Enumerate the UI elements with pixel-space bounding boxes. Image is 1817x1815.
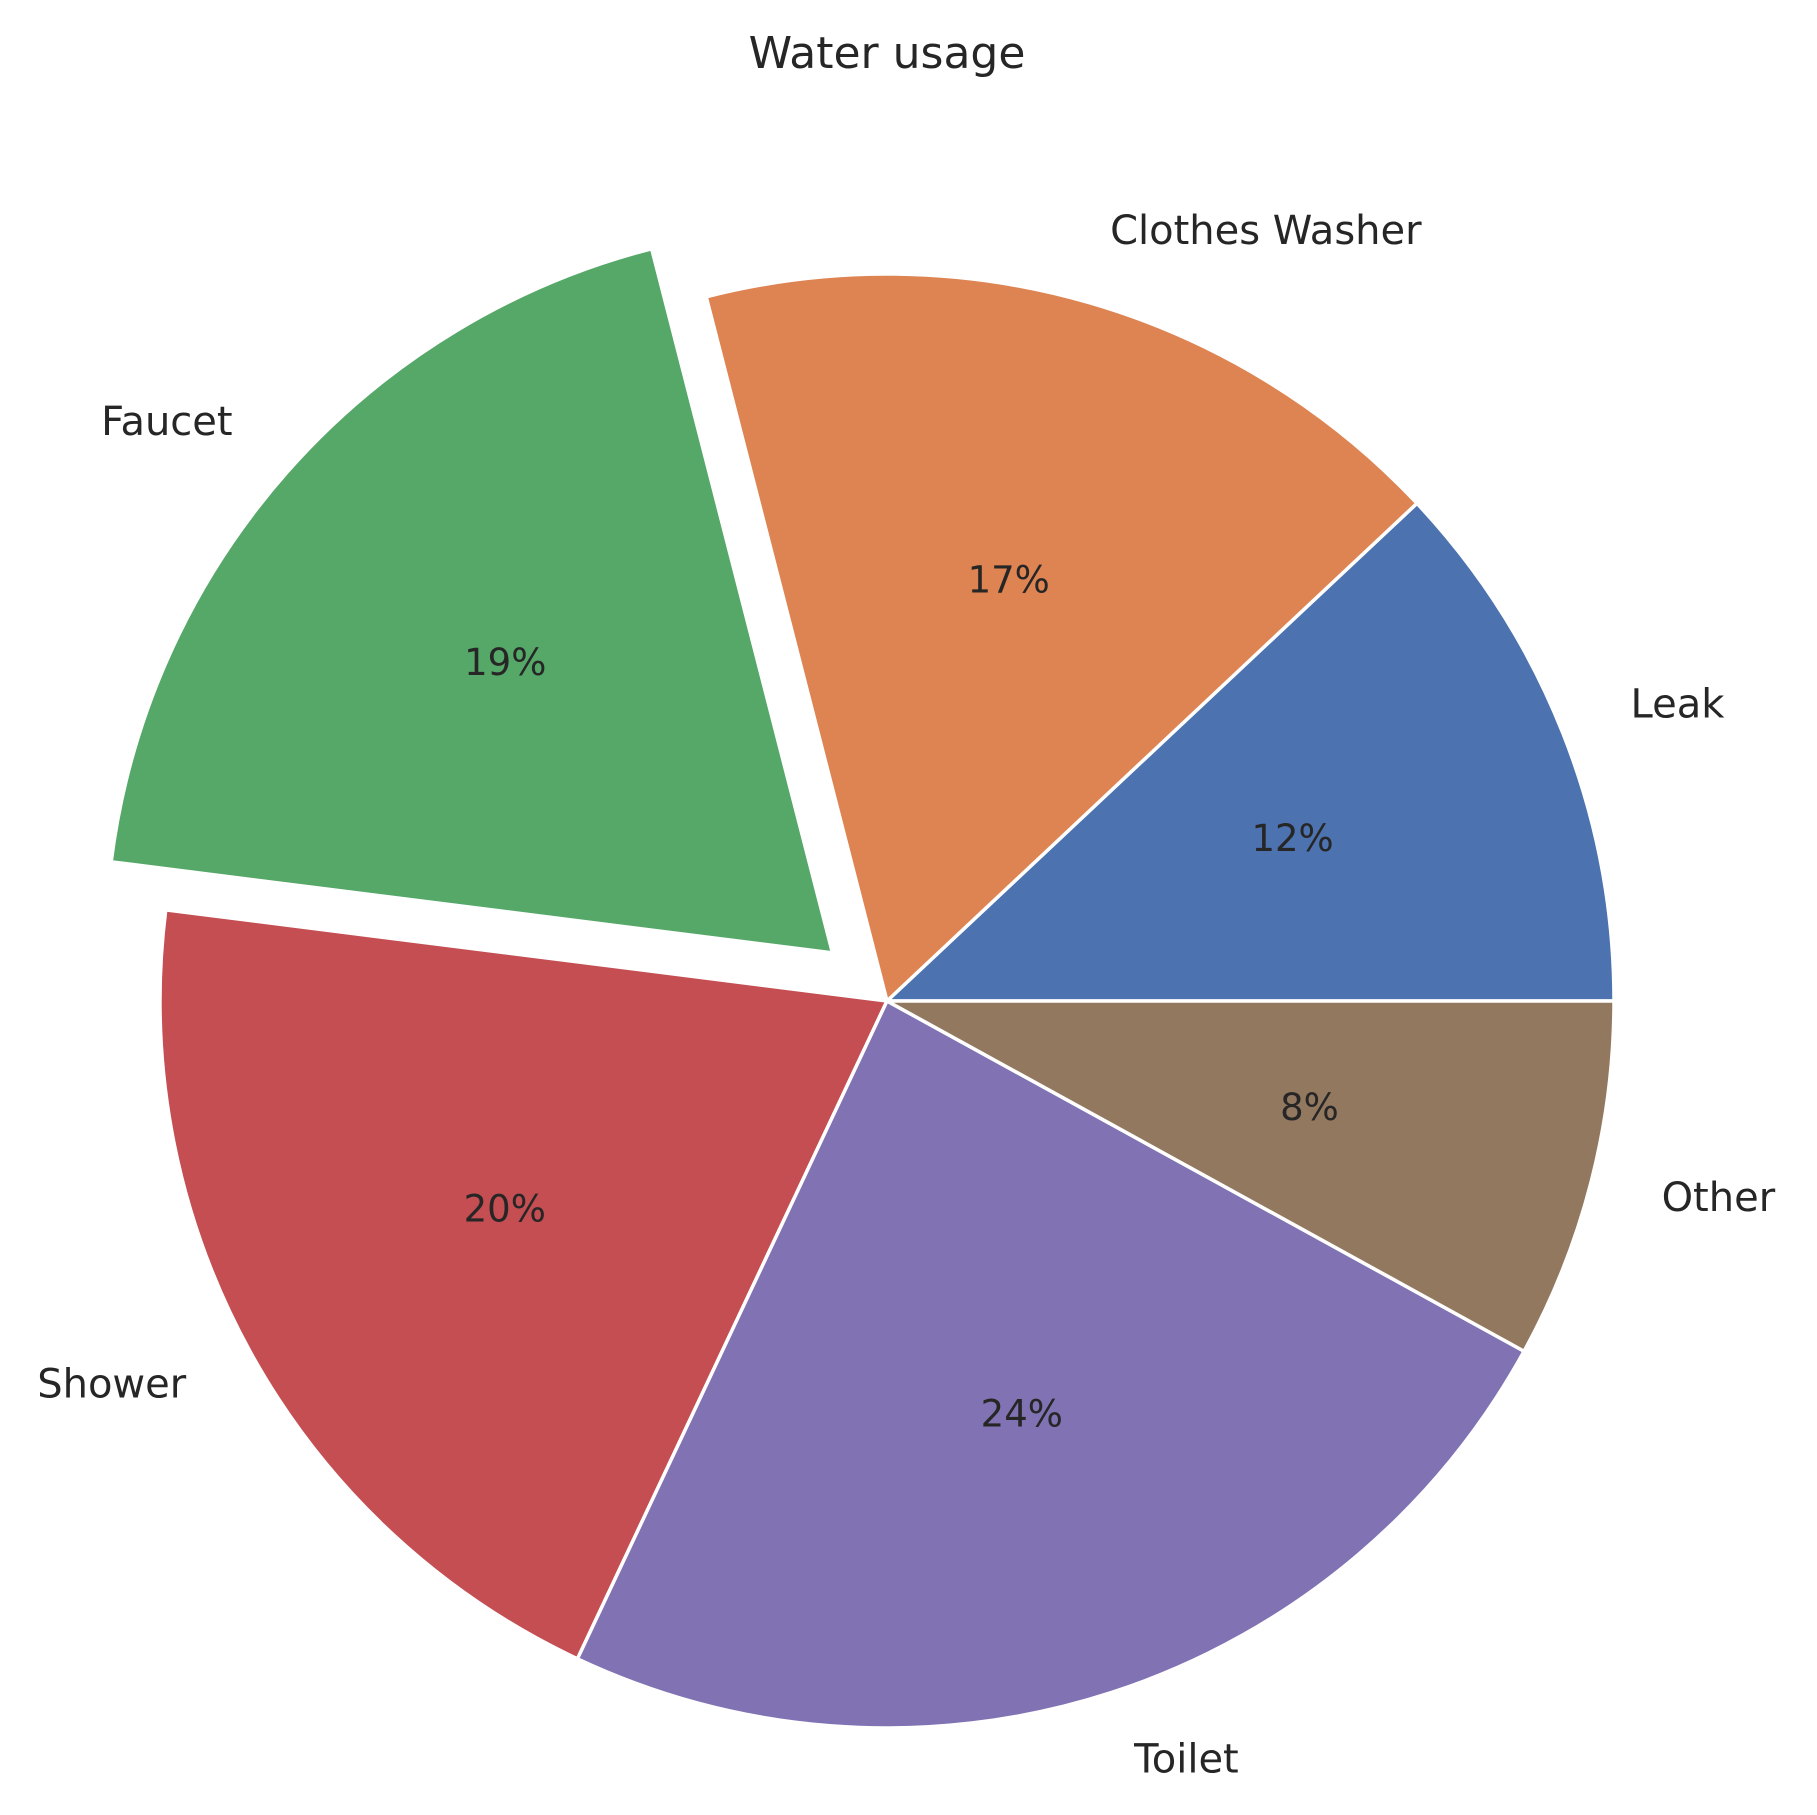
pie-slice-faucet	[109, 247, 835, 955]
pie-slice-other	[885, 999, 1616, 1353]
chart-title: Water usage	[749, 28, 1026, 79]
slice-percent-shower: 20%	[464, 1188, 546, 1231]
pie-slice-leak	[885, 501, 1616, 1003]
slice-percent-toilet: 24%	[981, 1392, 1063, 1435]
pie-slice-shower	[158, 908, 889, 1661]
slice-label-shower: Shower	[37, 1361, 187, 1407]
slice-label-other: Other	[1662, 1175, 1776, 1221]
slice-percent-other: 8%	[1280, 1086, 1339, 1129]
pie-slices	[109, 247, 1616, 1730]
slice-percent-faucet: 19%	[464, 641, 546, 684]
pie-labels: Leak 12% Clothes Washer 17% Faucet 19% Shower 2…	[37, 208, 1775, 1783]
pie-slice-toilet	[575, 999, 1526, 1730]
slice-label-clothes-washer: Clothes Washer	[1110, 208, 1422, 254]
slice-label-leak: Leak	[1631, 682, 1726, 728]
slice-percent-leak: 12%	[1251, 817, 1333, 860]
slice-label-faucet: Faucet	[101, 399, 232, 445]
slice-label-toilet: Toilet	[1133, 1737, 1239, 1783]
slice-percent-clothes-washer: 17%	[968, 559, 1050, 602]
pie-slice-clothes-washer	[704, 272, 1419, 1003]
